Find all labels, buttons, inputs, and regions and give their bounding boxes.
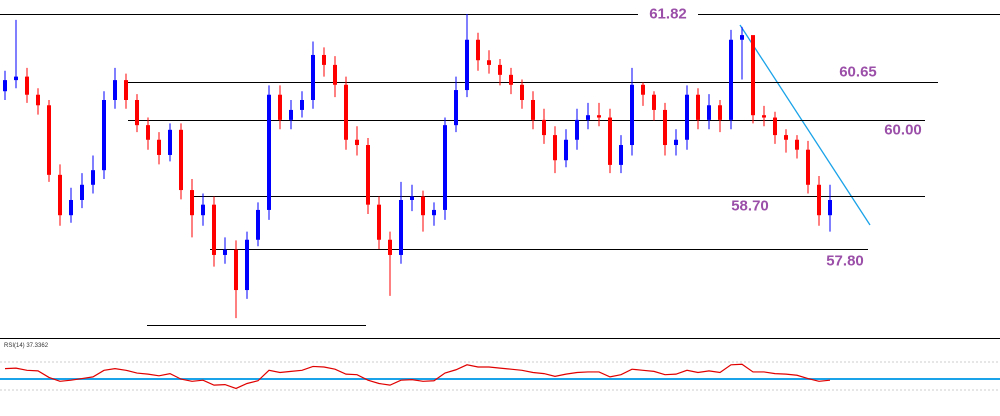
level-label: 58.70 — [731, 197, 769, 214]
candle-body — [399, 199, 403, 255]
candle-body — [487, 60, 491, 65]
candle-body — [355, 139, 359, 146]
candle-body — [3, 80, 7, 92]
candle-body — [740, 35, 744, 40]
candle-body — [696, 94, 700, 120]
candle-body — [69, 199, 73, 216]
candle-body — [388, 239, 392, 255]
candle-body — [575, 119, 579, 140]
level-label: 60.65 — [839, 63, 877, 80]
candle-body — [179, 129, 183, 191]
candle-body — [157, 139, 161, 155]
candle-body — [36, 94, 40, 106]
candle-body — [80, 184, 84, 200]
candle-body — [586, 115, 590, 120]
level-label: 57.80 — [826, 252, 864, 269]
candle-body — [267, 94, 271, 210]
candle-body — [289, 109, 293, 120]
candle-body — [663, 109, 667, 146]
candle-body — [432, 209, 436, 216]
candle-body — [256, 209, 260, 240]
candle-body — [377, 204, 381, 240]
candle-body — [311, 54, 315, 100]
candle-body — [168, 129, 172, 155]
candle-body — [685, 94, 689, 140]
candle-body — [333, 64, 337, 85]
level-label: 60.00 — [884, 121, 922, 138]
candle-body — [751, 35, 755, 116]
candle-body — [509, 74, 513, 85]
candle-body — [762, 115, 766, 118]
candle-body — [410, 196, 414, 200]
candle-body — [102, 99, 106, 171]
candle-body — [542, 119, 546, 136]
candle-body — [597, 115, 601, 118]
candle-body — [465, 39, 469, 91]
trend-line — [739, 24, 871, 226]
candle-body — [25, 76, 29, 95]
candle-body — [212, 204, 216, 255]
candle-body — [300, 99, 304, 110]
candle-body — [223, 249, 227, 255]
candle-body — [344, 84, 348, 140]
candle-body — [773, 117, 777, 136]
candle-body — [674, 139, 678, 146]
candle-body — [795, 139, 799, 150]
candle-body — [443, 125, 447, 210]
candle-body — [47, 105, 51, 175]
candle-body — [531, 99, 535, 120]
candle-body — [91, 170, 95, 185]
candle-body — [784, 135, 788, 140]
candle-body — [729, 39, 733, 120]
candle-body — [707, 105, 711, 120]
candle-body — [806, 149, 810, 185]
candle-body — [498, 64, 502, 75]
candle-body — [520, 84, 524, 100]
candle-body — [146, 125, 150, 140]
candle-body — [124, 80, 128, 100]
rsi-line — [4, 363, 831, 390]
candle-body — [14, 76, 18, 81]
candle-body — [718, 105, 722, 120]
candle-body — [322, 54, 326, 65]
candle-body — [652, 94, 656, 110]
candle-body — [421, 196, 425, 216]
candle-body — [58, 174, 62, 216]
candle-body — [619, 145, 623, 165]
candle-body — [245, 239, 249, 291]
candle-body — [454, 90, 458, 126]
candle-body — [564, 139, 568, 161]
level-label-bg — [638, 5, 698, 24]
level-label: 61.82 — [649, 5, 687, 22]
candle-body — [553, 135, 557, 161]
candle-body — [113, 80, 117, 100]
rsi-label: RSI(14) 37.3362 — [4, 343, 49, 349]
candle-body — [476, 39, 480, 61]
candle-body — [135, 99, 139, 126]
candle-body — [630, 84, 634, 146]
candle-body — [828, 199, 832, 216]
candle-body — [641, 84, 645, 95]
candle-body — [201, 204, 205, 216]
candle-body — [190, 190, 194, 216]
candle-body — [608, 117, 612, 165]
candle-body — [366, 145, 370, 205]
candle-body — [278, 94, 282, 120]
candle-body — [817, 184, 821, 216]
candle-body — [234, 249, 238, 291]
